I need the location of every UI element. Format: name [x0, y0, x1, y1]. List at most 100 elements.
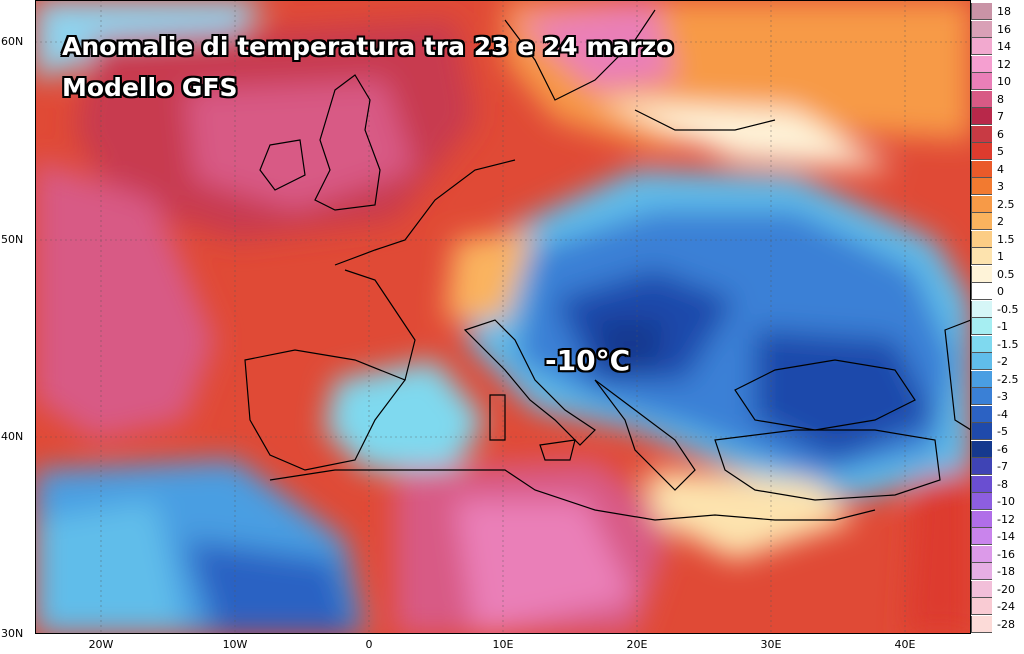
legend-swatch — [971, 108, 992, 125]
legend-swatch — [971, 318, 992, 335]
legend-swatch — [971, 73, 992, 90]
legend-label: -16 — [997, 547, 1015, 561]
legend-label: 5 — [997, 145, 1004, 158]
legend-swatch — [971, 335, 992, 353]
legend-item: -4 — [971, 405, 1024, 423]
legend-item: -10 — [971, 493, 1024, 510]
legend-item: -1 — [971, 318, 1024, 335]
legend-label: -2 — [997, 355, 1008, 368]
legend-swatch — [971, 510, 992, 528]
legend-label: -8 — [997, 477, 1008, 491]
legend-item: 2.5 — [971, 195, 1024, 213]
legend-item: 8 — [971, 90, 1024, 108]
legend-label: -20 — [997, 582, 1015, 596]
temperature-annotation: -10°C — [545, 344, 631, 377]
legend-swatch — [971, 528, 992, 545]
legend-item: 0 — [971, 283, 1024, 300]
legend-label: 4 — [997, 162, 1004, 176]
legend-swatch — [971, 475, 992, 493]
legend-item: 4 — [971, 160, 1024, 178]
legend-item: 5 — [971, 143, 1024, 160]
legend-item: 3 — [971, 178, 1024, 195]
legend-swatch — [971, 230, 992, 248]
legend-swatch — [971, 195, 992, 213]
legend-item: 1.5 — [971, 230, 1024, 248]
legend-swatch — [971, 563, 992, 580]
lon-label-30e: 30E — [760, 638, 782, 651]
legend-label: -0.5 — [997, 302, 1019, 316]
legend-item: -0.5 — [971, 300, 1024, 318]
legend-swatch — [971, 265, 992, 283]
legend-label: 12 — [997, 57, 1011, 71]
legend-label: 1.5 — [997, 232, 1015, 246]
lon-label-40e: 40E — [894, 638, 916, 651]
legend-item: -20 — [971, 580, 1024, 598]
legend-label: 6 — [997, 127, 1004, 141]
legend-label: -10 — [997, 495, 1015, 508]
lon-label-10e: 10E — [492, 638, 514, 651]
color-legend: 18 16 14 12 10 8 7 6 5 4 3 2.5 2 1.5 1 0.5 0 -0.5 -1 -1.5 -2… — [971, 0, 1024, 654]
legend-swatch — [971, 615, 992, 633]
map-title: Anomalie di temperatura tra 23 e 24 marz… — [62, 32, 674, 61]
legend-label: 14 — [997, 40, 1011, 53]
legend-item: 16 — [971, 20, 1024, 38]
legend-item: 12 — [971, 55, 1024, 73]
legend-label: 8 — [997, 92, 1004, 106]
legend-swatch — [971, 3, 992, 20]
legend-label: -3 — [997, 390, 1008, 403]
legend-item: -12 — [971, 510, 1024, 528]
legend-label: -5 — [997, 425, 1008, 438]
legend-swatch — [971, 248, 992, 265]
legend-item: -18 — [971, 563, 1024, 580]
legend-label: 18 — [997, 5, 1011, 18]
legend-swatch — [971, 20, 992, 38]
legend-label: -1.5 — [997, 337, 1019, 351]
legend-label: -12 — [997, 512, 1015, 526]
legend-label: -24 — [997, 600, 1015, 613]
legend-label: -6 — [997, 442, 1008, 456]
legend-item: -14 — [971, 528, 1024, 545]
legend-swatch — [971, 388, 992, 405]
lon-label-0: 0 — [365, 638, 373, 651]
lat-label-50n: 50N — [1, 233, 24, 246]
map-subtitle: Modello GFS — [62, 73, 238, 102]
legend-label: -7 — [997, 460, 1008, 473]
legend-swatch — [971, 125, 992, 143]
legend-label: -28 — [997, 617, 1015, 631]
legend-label: 2 — [997, 215, 1004, 228]
legend-item: -1.5 — [971, 335, 1024, 353]
legend-item: 10 — [971, 73, 1024, 90]
legend-label: 0.5 — [997, 267, 1015, 281]
legend-item: -8 — [971, 475, 1024, 493]
legend-swatch — [971, 143, 992, 160]
legend-swatch — [971, 283, 992, 300]
legend-label: -2.5 — [997, 372, 1019, 386]
lon-label-10w: 10W — [222, 638, 248, 651]
legend-item: -7 — [971, 458, 1024, 475]
legend-item: 7 — [971, 108, 1024, 125]
legend-swatch — [971, 370, 992, 388]
legend-item: -5 — [971, 423, 1024, 440]
legend-swatch — [971, 178, 992, 195]
legend-swatch — [971, 423, 992, 440]
legend-swatch — [971, 545, 992, 563]
legend-swatch — [971, 598, 992, 615]
legend-swatch — [971, 458, 992, 475]
legend-label: -4 — [997, 407, 1008, 421]
legend-item: -2 — [971, 353, 1024, 370]
legend-item: 0.5 — [971, 265, 1024, 283]
legend-item: -6 — [971, 440, 1024, 458]
lat-label-40n: 40N — [1, 430, 24, 443]
legend-swatch — [971, 493, 992, 510]
legend-swatch — [971, 160, 992, 178]
legend-item: 2 — [971, 213, 1024, 230]
legend-label: -1 — [997, 320, 1008, 333]
legend-label: 2.5 — [997, 197, 1015, 211]
lon-label-20w: 20W — [88, 638, 114, 651]
legend-item: -2.5 — [971, 370, 1024, 388]
legend-item: -16 — [971, 545, 1024, 563]
legend-label: 1 — [997, 250, 1004, 263]
legend-swatch — [971, 405, 992, 423]
lon-label-20e: 20E — [626, 638, 648, 651]
legend-item: 6 — [971, 125, 1024, 143]
